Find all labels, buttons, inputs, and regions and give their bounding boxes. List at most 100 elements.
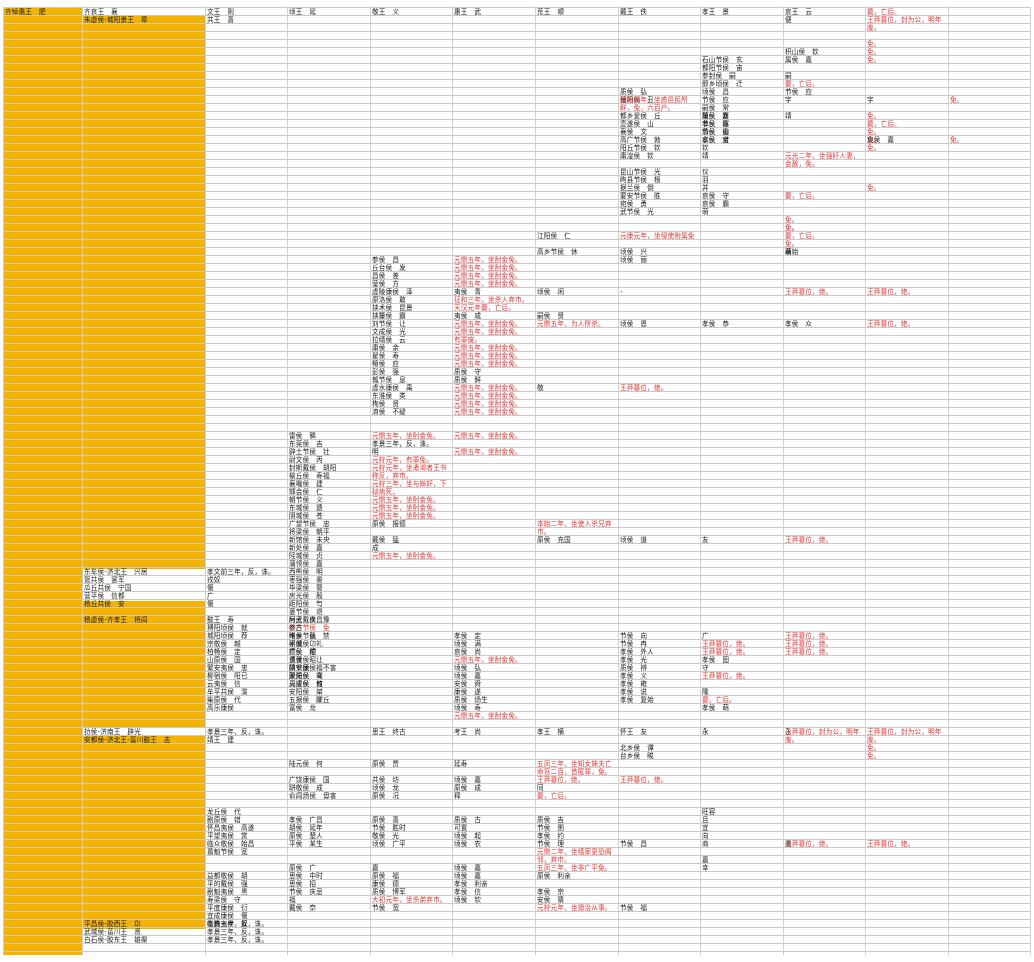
name-cell: 城阳顷侯 荐 (207, 631, 248, 640)
name-cell: 哀侯 对 (702, 135, 730, 144)
grid-row-line (3, 255, 1030, 256)
name-cell: 胡侯 延年 (289, 823, 323, 832)
note-cell: 王莽篡位，绝。 (785, 631, 833, 640)
name-cell: 羽 (702, 175, 709, 184)
name-cell: 节侯 昌 (620, 839, 648, 848)
name-cell: 思侯 招 (289, 879, 317, 888)
grid-row-line (3, 551, 1030, 552)
grid-row-line (3, 383, 1030, 384)
name-cell: 节侯 胜时 (372, 823, 406, 832)
grid-row-line (3, 271, 1030, 272)
name-cell: 质侯 守 (454, 367, 482, 376)
name-cell: 北乡侯 谭 (620, 743, 654, 752)
name-cell: 同 (537, 783, 544, 792)
grid-row-line (3, 415, 1030, 416)
grid-row-line (3, 47, 1030, 48)
grid-row-line (3, 159, 1030, 160)
name-cell: 元成侯 敖 (289, 679, 323, 688)
name-cell: 台乡侯 畯 (620, 751, 654, 760)
name-cell: 夷侯 青 (454, 287, 482, 296)
note-cell: 薨，亡后。 (867, 7, 901, 16)
name-cell: 懿王 寿 (207, 615, 235, 624)
grid-row-line (3, 815, 1030, 816)
name-cell: 孝文前三年，反，诛。 (207, 567, 275, 576)
name-cell: 嗣 (785, 71, 792, 80)
grid-row-line (3, 183, 1030, 184)
grid-row-line (3, 367, 1030, 368)
grid-row-line (3, 295, 1030, 296)
note-cell: 王莽篡位，绝。 (867, 319, 915, 328)
name-cell: 临朐夷侯 奴 (207, 919, 248, 928)
name-cell: 并 (702, 183, 709, 192)
note-cell: 元鼎五年，坐酎金免。 (454, 327, 522, 336)
note-cell: 大初元年，坐杀弟弃市。 (372, 895, 447, 904)
grid-row-line (3, 119, 1030, 120)
note-cell: 王莽篡位，绝。 (785, 639, 833, 648)
note-cell: 免。 (867, 143, 881, 152)
grid-row-line (3, 423, 1030, 424)
grid-row-line (3, 15, 1030, 16)
grid-row-line (3, 263, 1030, 264)
note-cell: 王莽篡位，绝。 (620, 383, 668, 392)
name-cell: 文王 则 (207, 7, 235, 16)
note-cell: 免。 (867, 127, 881, 136)
grid-row-line (3, 207, 1030, 208)
name-cell: 原侯 福 (372, 871, 400, 880)
name-cell: 康侯 遂 (454, 687, 482, 696)
name-cell: 共侯 坊 (372, 775, 400, 784)
name-cell: 惠王 武 (454, 7, 482, 16)
name-cell: 顷侯 起 (454, 831, 482, 840)
name-cell: 顷侯 道 (620, 535, 648, 544)
name-cell: 陆元侯 何 (289, 759, 323, 768)
name-cell: 庸湟侯 钦 (620, 151, 654, 160)
grid-row-line (3, 487, 1030, 488)
grid-row-line (3, 623, 1030, 624)
note-cell: 免。 (867, 39, 881, 48)
name-cell: 平昌侯-胶西王 卬 (84, 919, 141, 928)
name-cell: 管共侯 罢军 (84, 575, 125, 584)
grid-column-line (618, 7, 619, 955)
name-cell: 靖王 建 (207, 735, 235, 744)
name-cell: 孝景三年，反，诛。 (207, 935, 269, 944)
grid-row-line (3, 583, 1030, 584)
name-cell: 平侯 某生 (289, 839, 323, 848)
name-cell: 孝王 横 (537, 727, 565, 736)
grid-row-line (3, 223, 1030, 224)
name-cell: 顷侯 恩 (620, 319, 648, 328)
name-cell: 武城侯-菑川王 贤 (84, 927, 141, 936)
name-cell: 武节侯 光 (620, 207, 654, 216)
grid-row-line (3, 455, 1030, 456)
note-cell: 元狩三年，坐与姊奸，下狱病死。 (372, 479, 447, 496)
name-cell: 孝侯 萌 (702, 703, 730, 712)
name-cell: 昆山节侯 光 (620, 167, 661, 176)
name-cell: 龙丘侯 代 (207, 807, 241, 816)
name-cell: 顷侯 满 (454, 639, 482, 648)
name-cell: 孝侯 众 (785, 319, 813, 328)
name-cell: 节侯 圉 (537, 823, 565, 832)
name-cell: 孝侯 恭 (702, 319, 730, 328)
name-cell: 哀侯 霸 (702, 199, 730, 208)
grid-row-line (3, 519, 1030, 520)
name-cell: 夷侯 咸 (454, 311, 482, 320)
note-cell: 王莽篡位，封为公，明年废。 (867, 727, 942, 744)
note-cell: 免。 (785, 223, 799, 232)
name-cell: 盖胥侯 让 (289, 655, 323, 664)
grid-row-line (3, 775, 1030, 776)
name-cell: 高乡节侯 休 (537, 247, 578, 256)
name-cell: 广 (207, 591, 214, 600)
name-cell: 邯会侯 仁 (289, 487, 323, 496)
name-cell: 参侯 昌 (372, 255, 400, 264)
note-cell: 王莽篡位，绝。 (867, 287, 915, 296)
name-cell: 旺容 (702, 807, 716, 816)
grid-row-line (3, 71, 1030, 72)
name-cell: 终古 (289, 623, 303, 632)
name-cell: 哀侯 尚 (454, 647, 482, 656)
note-cell: 免。 (867, 55, 881, 64)
note-cell: 元鼎五年，坐酎金免。 (454, 407, 522, 416)
name-cell: 共王 喜 (207, 15, 235, 24)
name-cell: 节侯 庆忌 (289, 887, 323, 896)
note-cell: 元鼎五年，坐酎金免。 (372, 551, 440, 560)
name-cell: 节侯 寡 (702, 119, 730, 128)
name-cell: 东淮侯 类 (372, 391, 406, 400)
grid-row-line (3, 943, 1030, 944)
